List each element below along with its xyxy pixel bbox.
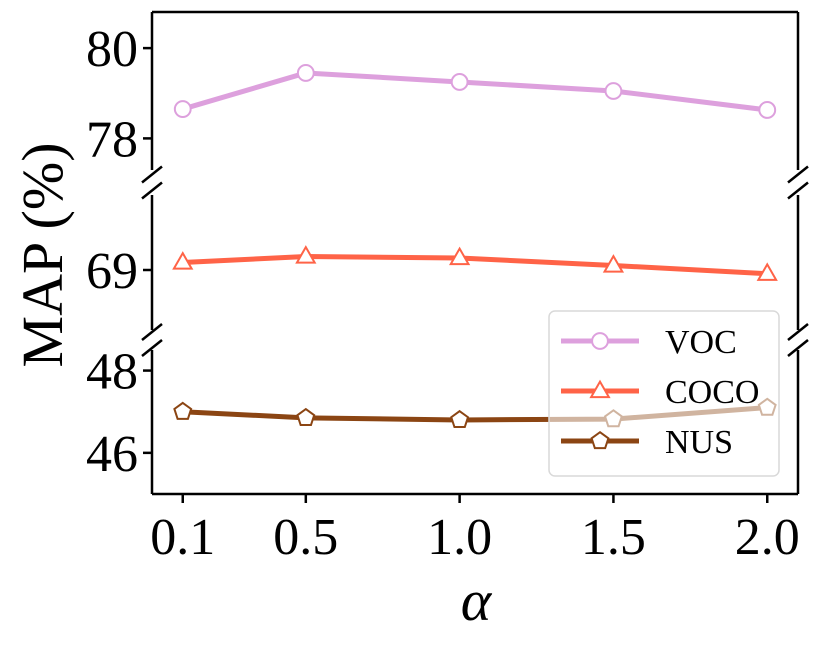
x-tick-label-2.0: 2.0 xyxy=(735,509,800,566)
axis-break-mark-right-2-a xyxy=(787,323,809,341)
y-tick-label-top-78: 78 xyxy=(86,111,138,168)
legend-marker-nus xyxy=(590,430,610,450)
axis-break-mark-left-2-b xyxy=(141,339,163,357)
y-tick-label-top-80: 80 xyxy=(86,21,138,78)
x-tick-label-0.1: 0.1 xyxy=(150,509,215,566)
axis-break-mark-left-2-a xyxy=(141,323,163,341)
y-tick-label-bottom-48: 48 xyxy=(86,344,138,401)
point-coco-0.5 xyxy=(295,245,317,264)
axis-break-mark-right-1-a xyxy=(787,165,809,184)
legend-box xyxy=(548,310,780,477)
point-coco-1.0 xyxy=(449,246,471,266)
point-coco-1.5 xyxy=(602,254,625,273)
legend-label-nus: NUS xyxy=(665,424,733,461)
point-nus-1.0 xyxy=(450,409,470,429)
point-voc-1.0 xyxy=(450,73,469,91)
series-line-coco xyxy=(180,254,770,277)
x-tick-label-1.0: 1.0 xyxy=(427,509,492,566)
point-coco-0.1 xyxy=(172,251,194,270)
x-tick-label-0.5: 0.5 xyxy=(273,509,338,566)
point-nus-0.5 xyxy=(296,407,316,427)
point-voc-2.0 xyxy=(758,101,777,119)
series-line-voc xyxy=(180,70,770,113)
axis-break-mark-right-1-b xyxy=(787,181,809,200)
legend-marker-coco xyxy=(589,379,611,399)
point-nus-0.1 xyxy=(173,401,193,420)
point-voc-0.1 xyxy=(173,100,192,118)
axis-break-mark-left-1-b xyxy=(141,181,163,200)
legend-marker-voc xyxy=(591,332,609,350)
axis-break-mark-right-2-b xyxy=(787,339,809,357)
x-axis-label: α xyxy=(461,568,493,633)
legend-label-voc: VOC xyxy=(665,324,737,361)
point-voc-1.5 xyxy=(604,82,623,100)
point-voc-0.5 xyxy=(296,64,315,82)
y-tick-label-bottom-46: 46 xyxy=(86,426,138,483)
axis-break-mark-left-1-a xyxy=(141,165,163,184)
y-axis-label: MAP (%) xyxy=(10,142,75,367)
x-tick-label-1.5: 1.5 xyxy=(581,509,646,566)
legend-label-coco: COCO xyxy=(665,374,759,411)
y-tick-label-middle-69: 69 xyxy=(86,243,138,300)
point-coco-2.0 xyxy=(756,262,778,281)
